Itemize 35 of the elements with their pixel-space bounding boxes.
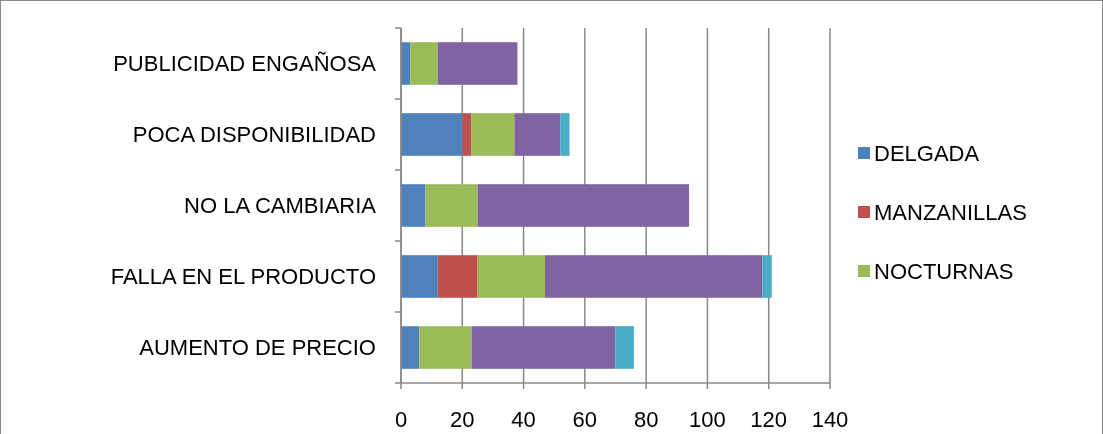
bar xyxy=(437,42,518,85)
y-tick-label: FALLA EN EL PRODUCTO xyxy=(110,264,376,289)
bar xyxy=(419,326,472,369)
x-tick-label: 100 xyxy=(689,407,726,432)
bar xyxy=(401,113,463,156)
bar xyxy=(401,326,420,369)
bar xyxy=(560,113,570,156)
bar xyxy=(410,42,438,85)
x-tick-label: 20 xyxy=(450,407,475,432)
bar xyxy=(471,326,616,369)
bar xyxy=(462,113,472,156)
bar xyxy=(425,184,478,227)
x-tick-label: 0 xyxy=(394,407,408,432)
legend-label: MANZANILLAS xyxy=(874,199,1027,225)
bar xyxy=(762,255,772,298)
y-tick-label: AUMENTO DE PRECIO xyxy=(139,335,376,360)
x-tick-label: 60 xyxy=(572,407,598,432)
bar xyxy=(514,113,561,156)
bar xyxy=(471,113,515,156)
bar xyxy=(477,184,690,227)
x-tick-label: 80 xyxy=(633,407,659,432)
y-tick-label: NO LA CAMBIARIA xyxy=(184,193,377,218)
legend-label: DELGADA xyxy=(874,140,980,166)
bar xyxy=(401,184,426,227)
y-tick-label: PUBLICIDAD ENGAÑOSA xyxy=(113,51,377,76)
x-tick-label: 120 xyxy=(750,407,788,432)
x-tick-label: 140 xyxy=(811,407,849,432)
y-tick-label: POCA DISPONIBILIDAD xyxy=(132,122,376,147)
bar xyxy=(615,326,634,369)
bar xyxy=(437,255,478,298)
bar xyxy=(401,255,438,298)
bar xyxy=(477,255,546,298)
legend-label: NOCTURNAS xyxy=(874,258,1014,284)
bar xyxy=(545,255,763,298)
x-tick-label: 40 xyxy=(511,407,536,432)
